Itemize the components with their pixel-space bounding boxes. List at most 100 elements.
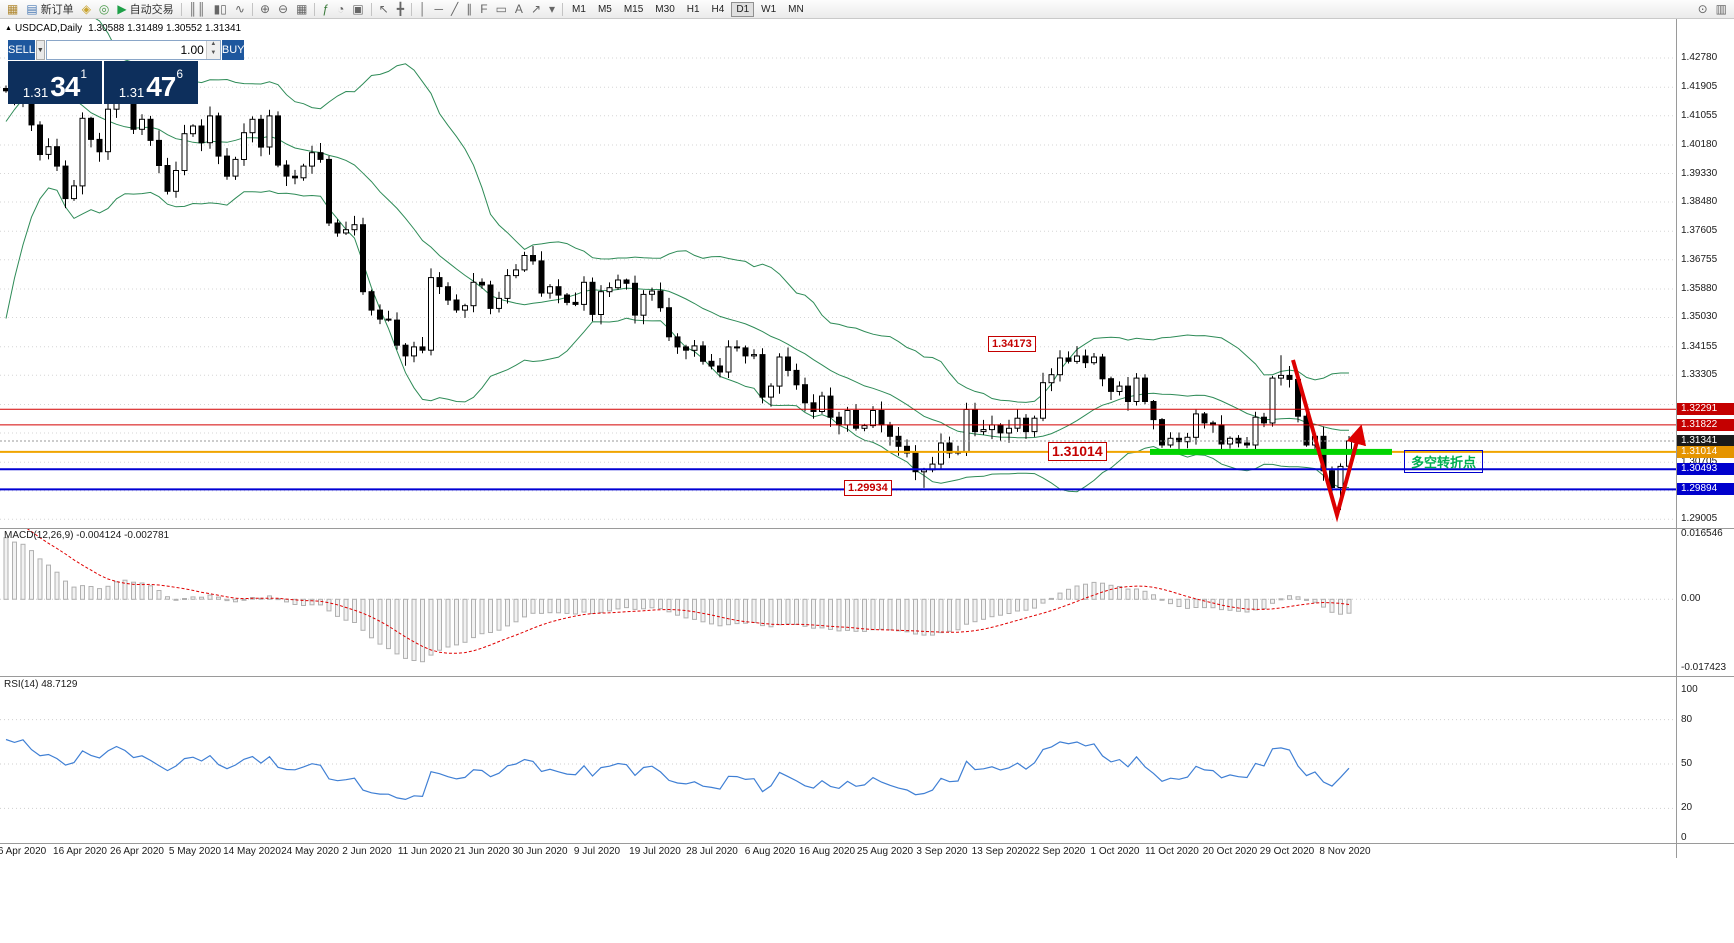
history-center-button[interactable]: ◎ — [95, 1, 113, 18]
line-chart-mode-button[interactable]: ∿ — [231, 1, 249, 18]
timeframe-button-M5[interactable]: M5 — [597, 3, 612, 15]
text-icon: A — [514, 2, 523, 16]
turning-point-note[interactable]: 多空转折点 — [1404, 450, 1484, 473]
objects-dropdown-button[interactable]: ▾ — [545, 1, 559, 18]
time-label: 2 Jun 2020 — [342, 846, 392, 857]
objects-icon: ▾ — [549, 2, 556, 16]
cursor-button[interactable]: ↖ — [375, 1, 393, 18]
buy-price-pipette: 6 — [176, 67, 184, 81]
price-tick: 1.36755 — [1681, 254, 1718, 265]
support-zone-object[interactable] — [1150, 448, 1392, 455]
indicators-icon: ƒ — [322, 2, 330, 16]
price-tick: 1.38480 — [1681, 196, 1718, 207]
vertical-line-button[interactable]: │ — [415, 1, 431, 18]
buy-price-display[interactable]: 1.31 47 6 — [104, 61, 198, 104]
time-label: 11 Jun 2020 — [397, 846, 453, 857]
time-periods-button[interactable]: ◔ — [333, 1, 348, 18]
buy-button[interactable]: BUY — [221, 40, 245, 60]
lot-spinner: ▲ ▼ — [205, 41, 220, 59]
bar-chart-mode-button[interactable]: ║║ — [185, 1, 210, 18]
text-button[interactable]: A — [511, 1, 527, 18]
panels-icon[interactable]: ▥ — [1712, 1, 1731, 18]
timeframe-button-M15[interactable]: M15 — [623, 3, 644, 15]
timeframe-button-H4[interactable]: H4 — [711, 3, 725, 15]
price-callout-label[interactable]: 1.29934 — [844, 480, 892, 496]
trend-arrow-object[interactable] — [1291, 359, 1367, 523]
main-gridlines — [0, 57, 1676, 520]
timeframe-button-D1[interactable]: D1 — [731, 1, 755, 17]
time-label: 25 Aug 2020 — [856, 846, 914, 857]
templates-button[interactable]: ▣ — [348, 1, 367, 18]
time-label: 20 Oct 2020 — [1202, 846, 1258, 857]
autotrading-button[interactable]: ▶ 自动交易 — [113, 1, 177, 18]
toolbar-separator — [180, 2, 182, 16]
timeframe-button-M30[interactable]: M30 — [655, 3, 675, 15]
lot-size-input[interactable] — [46, 41, 206, 59]
time-label: 8 Nov 2020 — [1319, 846, 1371, 857]
sell-button[interactable]: SELL — [8, 40, 35, 60]
autotrading-icon: ▶ — [117, 2, 127, 16]
candlestick-mode-button[interactable]: ▮▯ — [210, 1, 231, 18]
metaeditor-icon: ◈ — [81, 2, 91, 16]
time-label: 29 Oct 2020 — [1259, 846, 1315, 857]
time-label: 9 Jul 2020 — [573, 846, 621, 857]
macd-axis-tick: 0.00 — [1681, 593, 1701, 604]
new-order-button[interactable]: ▤ 新订单 — [22, 1, 77, 18]
timeframe-button-H1[interactable]: H1 — [686, 3, 700, 15]
horizontal-line-icon: ─ — [434, 2, 443, 16]
channel-button[interactable]: ∥ — [462, 1, 476, 18]
autotrading-button-label: 自动交易 — [129, 4, 174, 16]
new-chart-button[interactable]: ▦ — [3, 1, 22, 18]
history-center-icon: ◎ — [98, 2, 110, 16]
crosshair-button[interactable]: ╋ — [393, 1, 408, 18]
shapes-button[interactable]: ▭ — [492, 1, 511, 18]
timeframe-button-W1[interactable]: W1 — [761, 3, 777, 15]
toolbar-separator — [410, 2, 412, 16]
candles-series — [3, 63, 1352, 510]
timeframe-button-M1[interactable]: M1 — [572, 3, 586, 15]
arrow-tools-button[interactable]: ↗ — [527, 1, 545, 18]
price-tick: 1.37605 — [1681, 225, 1718, 236]
panels-icon-icon: ▥ — [1715, 2, 1727, 16]
zoom-in-button[interactable]: ⊕ — [256, 1, 274, 18]
vertical-line-icon: │ — [418, 2, 427, 16]
trendline-button[interactable]: ╱ — [447, 1, 462, 18]
metaeditor-button[interactable]: ◈ — [78, 1, 95, 18]
time-label: 28 Jul 2020 — [686, 846, 738, 857]
price-callout-label[interactable]: 1.31014 — [1048, 442, 1107, 461]
trade-options-caret[interactable]: ▼ — [35, 40, 45, 60]
lot-increase-button[interactable]: ▲ — [206, 41, 220, 50]
timeframe-button-MN[interactable]: MN — [788, 3, 804, 15]
one-click-trading-panel: SELL ▼ ▲ ▼ BUY 1.31 34 1 1.31 47 6 — [8, 40, 245, 104]
rsi-axis-tick: 80 — [1681, 714, 1693, 725]
zoom-in-icon: ⊕ — [259, 2, 270, 16]
price-callout-label[interactable]: 1.34173 — [988, 336, 1036, 352]
fibonacci-icon: F — [480, 2, 488, 16]
buy-price-units: 1.31 — [118, 85, 145, 100]
rsi-axis-tick: 50 — [1681, 758, 1693, 769]
toolbar-separator — [314, 2, 316, 16]
price-tick: 1.30705 — [1681, 456, 1718, 467]
price-tag: 1.31014 — [1677, 446, 1734, 458]
candlestick-mode-icon: ▮▯ — [213, 2, 227, 16]
collapse-triangle-icon[interactable]: ▲ — [5, 25, 12, 32]
time-label: 6 Apr 2020 — [0, 846, 47, 857]
search-icon[interactable]: ⊙ — [1694, 1, 1712, 18]
time-label: 6 Aug 2020 — [744, 846, 796, 857]
sell-price-pipette: 1 — [80, 67, 88, 81]
lot-decrease-button[interactable]: ▼ — [206, 50, 220, 59]
buy-price-pips: 47 — [146, 71, 176, 102]
sell-price-display[interactable]: 1.31 34 1 — [8, 61, 102, 104]
toolbar: ▦ ▤ 新订单 ◈ ◎ ▶ 自动交易 ║║ ▮▯ ∿ ⊕ ⊖ ▦ ƒ ◔ ▣ ↖ ╋ │ ─ ╱ ∥ F ▭ A ↗ ▾ M1 M5 M1… — [0, 0, 1734, 19]
time-label: 24 May 2020 — [281, 846, 339, 857]
channel-icon: ∥ — [466, 2, 473, 16]
indicators-button[interactable]: ƒ — [318, 1, 333, 18]
price-tick: 1.40180 — [1681, 139, 1718, 150]
fibonacci-button[interactable]: F — [476, 1, 491, 18]
zoom-out-button[interactable]: ⊖ — [274, 1, 292, 18]
horizontal-line-button[interactable]: ─ — [430, 1, 447, 18]
tile-windows-button[interactable]: ▦ — [292, 1, 311, 18]
sell-price-units: 1.31 — [22, 85, 49, 100]
macd-indicator-label: MACD(12,26,9) -0.004124 -0.002781 — [4, 530, 170, 541]
